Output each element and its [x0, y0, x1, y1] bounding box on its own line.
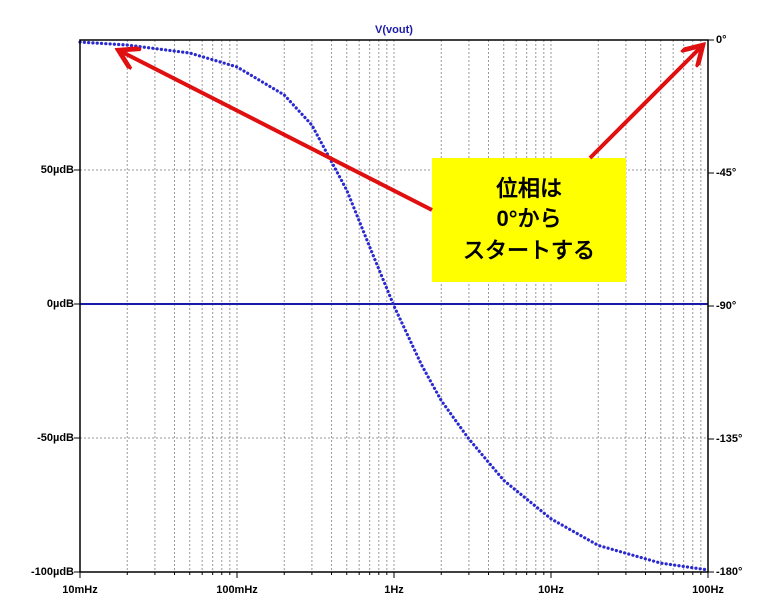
annotation: 位相は 0°から スタートする — [432, 158, 626, 282]
y2-tick-label: 0° — [716, 34, 727, 46]
annotation-text: スタートする — [463, 238, 595, 263]
x-tick-label: 10mHz — [62, 584, 98, 596]
y2-tick-label: -135° — [716, 433, 742, 445]
annotation-text: 0°から — [496, 206, 561, 231]
x-tick-label: 100Hz — [692, 584, 724, 596]
y2-tick-label: -45° — [716, 167, 736, 179]
y-tick-label: -100µdB — [31, 566, 74, 578]
annotation-text: 位相は — [496, 176, 562, 201]
x-tick-label: 1Hz — [384, 584, 404, 596]
series-line — [78, 40, 710, 572]
y-tick-label: -50µdB — [37, 432, 74, 444]
x-tick-label: 10Hz — [538, 584, 564, 596]
plot — [74, 39, 714, 578]
y2-tick-label: -180° — [716, 566, 742, 578]
x-tick-label: 100mHz — [216, 584, 258, 596]
annotation-box — [432, 158, 626, 282]
plot-frame — [79, 39, 709, 573]
chart-title: V(vout) — [375, 24, 413, 36]
y2-tick-label: -90° — [716, 300, 736, 312]
y-tick-label: 0µdB — [47, 298, 74, 310]
arrow — [122, 52, 433, 212]
arrow — [588, 48, 700, 160]
y-tick-label: 50µdB — [41, 164, 74, 176]
